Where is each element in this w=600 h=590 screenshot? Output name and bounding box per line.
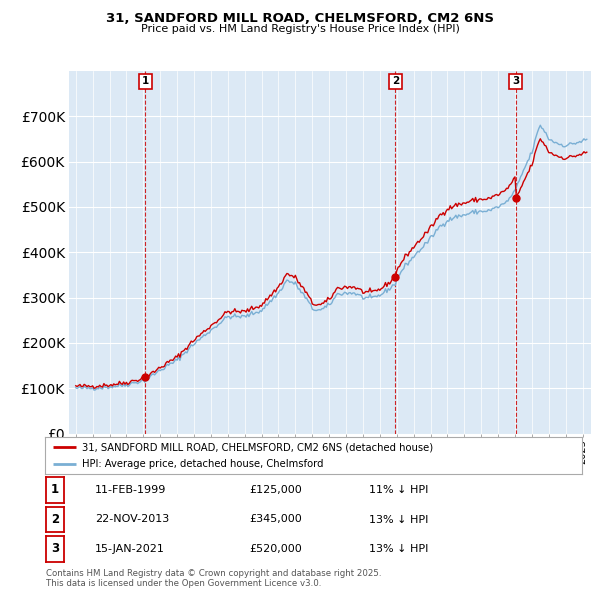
Text: 3: 3 <box>512 76 520 86</box>
Text: £345,000: £345,000 <box>249 514 302 525</box>
Text: 31, SANDFORD MILL ROAD, CHELMSFORD, CM2 6NS: 31, SANDFORD MILL ROAD, CHELMSFORD, CM2 … <box>106 12 494 25</box>
Text: 15-JAN-2021: 15-JAN-2021 <box>95 544 164 554</box>
Text: 31, SANDFORD MILL ROAD, CHELMSFORD, CM2 6NS (detached house): 31, SANDFORD MILL ROAD, CHELMSFORD, CM2 … <box>82 442 433 452</box>
Text: 13% ↓ HPI: 13% ↓ HPI <box>369 544 428 554</box>
Text: 11% ↓ HPI: 11% ↓ HPI <box>369 485 428 495</box>
Text: HPI: Average price, detached house, Chelmsford: HPI: Average price, detached house, Chel… <box>82 459 323 469</box>
Text: Contains HM Land Registry data © Crown copyright and database right 2025.
This d: Contains HM Land Registry data © Crown c… <box>46 569 382 588</box>
Text: 11-FEB-1999: 11-FEB-1999 <box>95 485 166 495</box>
Text: £520,000: £520,000 <box>249 544 302 554</box>
Text: 2: 2 <box>392 76 399 86</box>
Text: 1: 1 <box>51 483 59 497</box>
Text: 13% ↓ HPI: 13% ↓ HPI <box>369 514 428 525</box>
Text: 2: 2 <box>51 513 59 526</box>
Text: 3: 3 <box>51 542 59 556</box>
Text: 22-NOV-2013: 22-NOV-2013 <box>95 514 169 525</box>
Text: Price paid vs. HM Land Registry's House Price Index (HPI): Price paid vs. HM Land Registry's House … <box>140 24 460 34</box>
Text: 1: 1 <box>142 76 149 86</box>
Text: £125,000: £125,000 <box>249 485 302 495</box>
